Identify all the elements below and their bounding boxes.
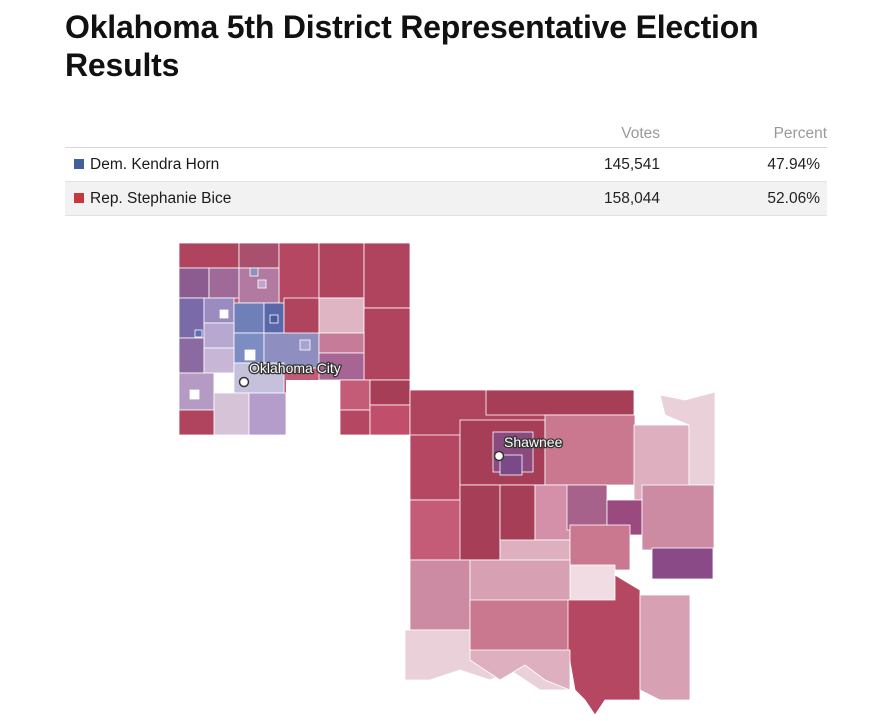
candidate-name: Rep. Stephanie Bice: [90, 189, 232, 207]
pottawatomie-seminole-region: [404, 389, 716, 716]
city-marker-shawnee: Shawnee: [493, 433, 564, 462]
city-marker-oklahoma-city: Oklahoma City: [238, 359, 342, 388]
city-label-shawnee: Shawnee: [504, 434, 563, 450]
table-row-horn: Dem. Kendra Horn 145,541 47.94%: [65, 147, 827, 182]
city-label-oklahoma-city: Oklahoma City: [249, 360, 341, 376]
candidate-name: Dem. Kendra Horn: [90, 155, 220, 173]
table-row-bice: Rep. Stephanie Bice 158,044 52.06%: [65, 181, 827, 216]
percent-value: 47.94%: [660, 147, 827, 182]
percent-value: 52.06%: [660, 181, 827, 216]
oklahoma-county-region: [178, 242, 411, 436]
votes-value: 145,541: [580, 147, 660, 182]
votes-value: 158,044: [580, 181, 660, 216]
page-title: Oklahoma 5th District Representative Ele…: [65, 9, 759, 83]
results-table: Votes Percent Dem. Kendra Horn 145,541 4…: [65, 122, 827, 216]
rep-color-swatch: [74, 192, 84, 203]
dem-color-swatch: [74, 158, 84, 169]
table-header-row: Votes Percent: [65, 122, 827, 148]
header-candidate: [65, 122, 580, 148]
header-votes: Votes: [580, 122, 660, 148]
candidate-cell: Rep. Stephanie Bice: [65, 181, 580, 216]
header-percent: Percent: [660, 122, 827, 148]
candidate-cell: Dem. Kendra Horn: [65, 147, 580, 182]
